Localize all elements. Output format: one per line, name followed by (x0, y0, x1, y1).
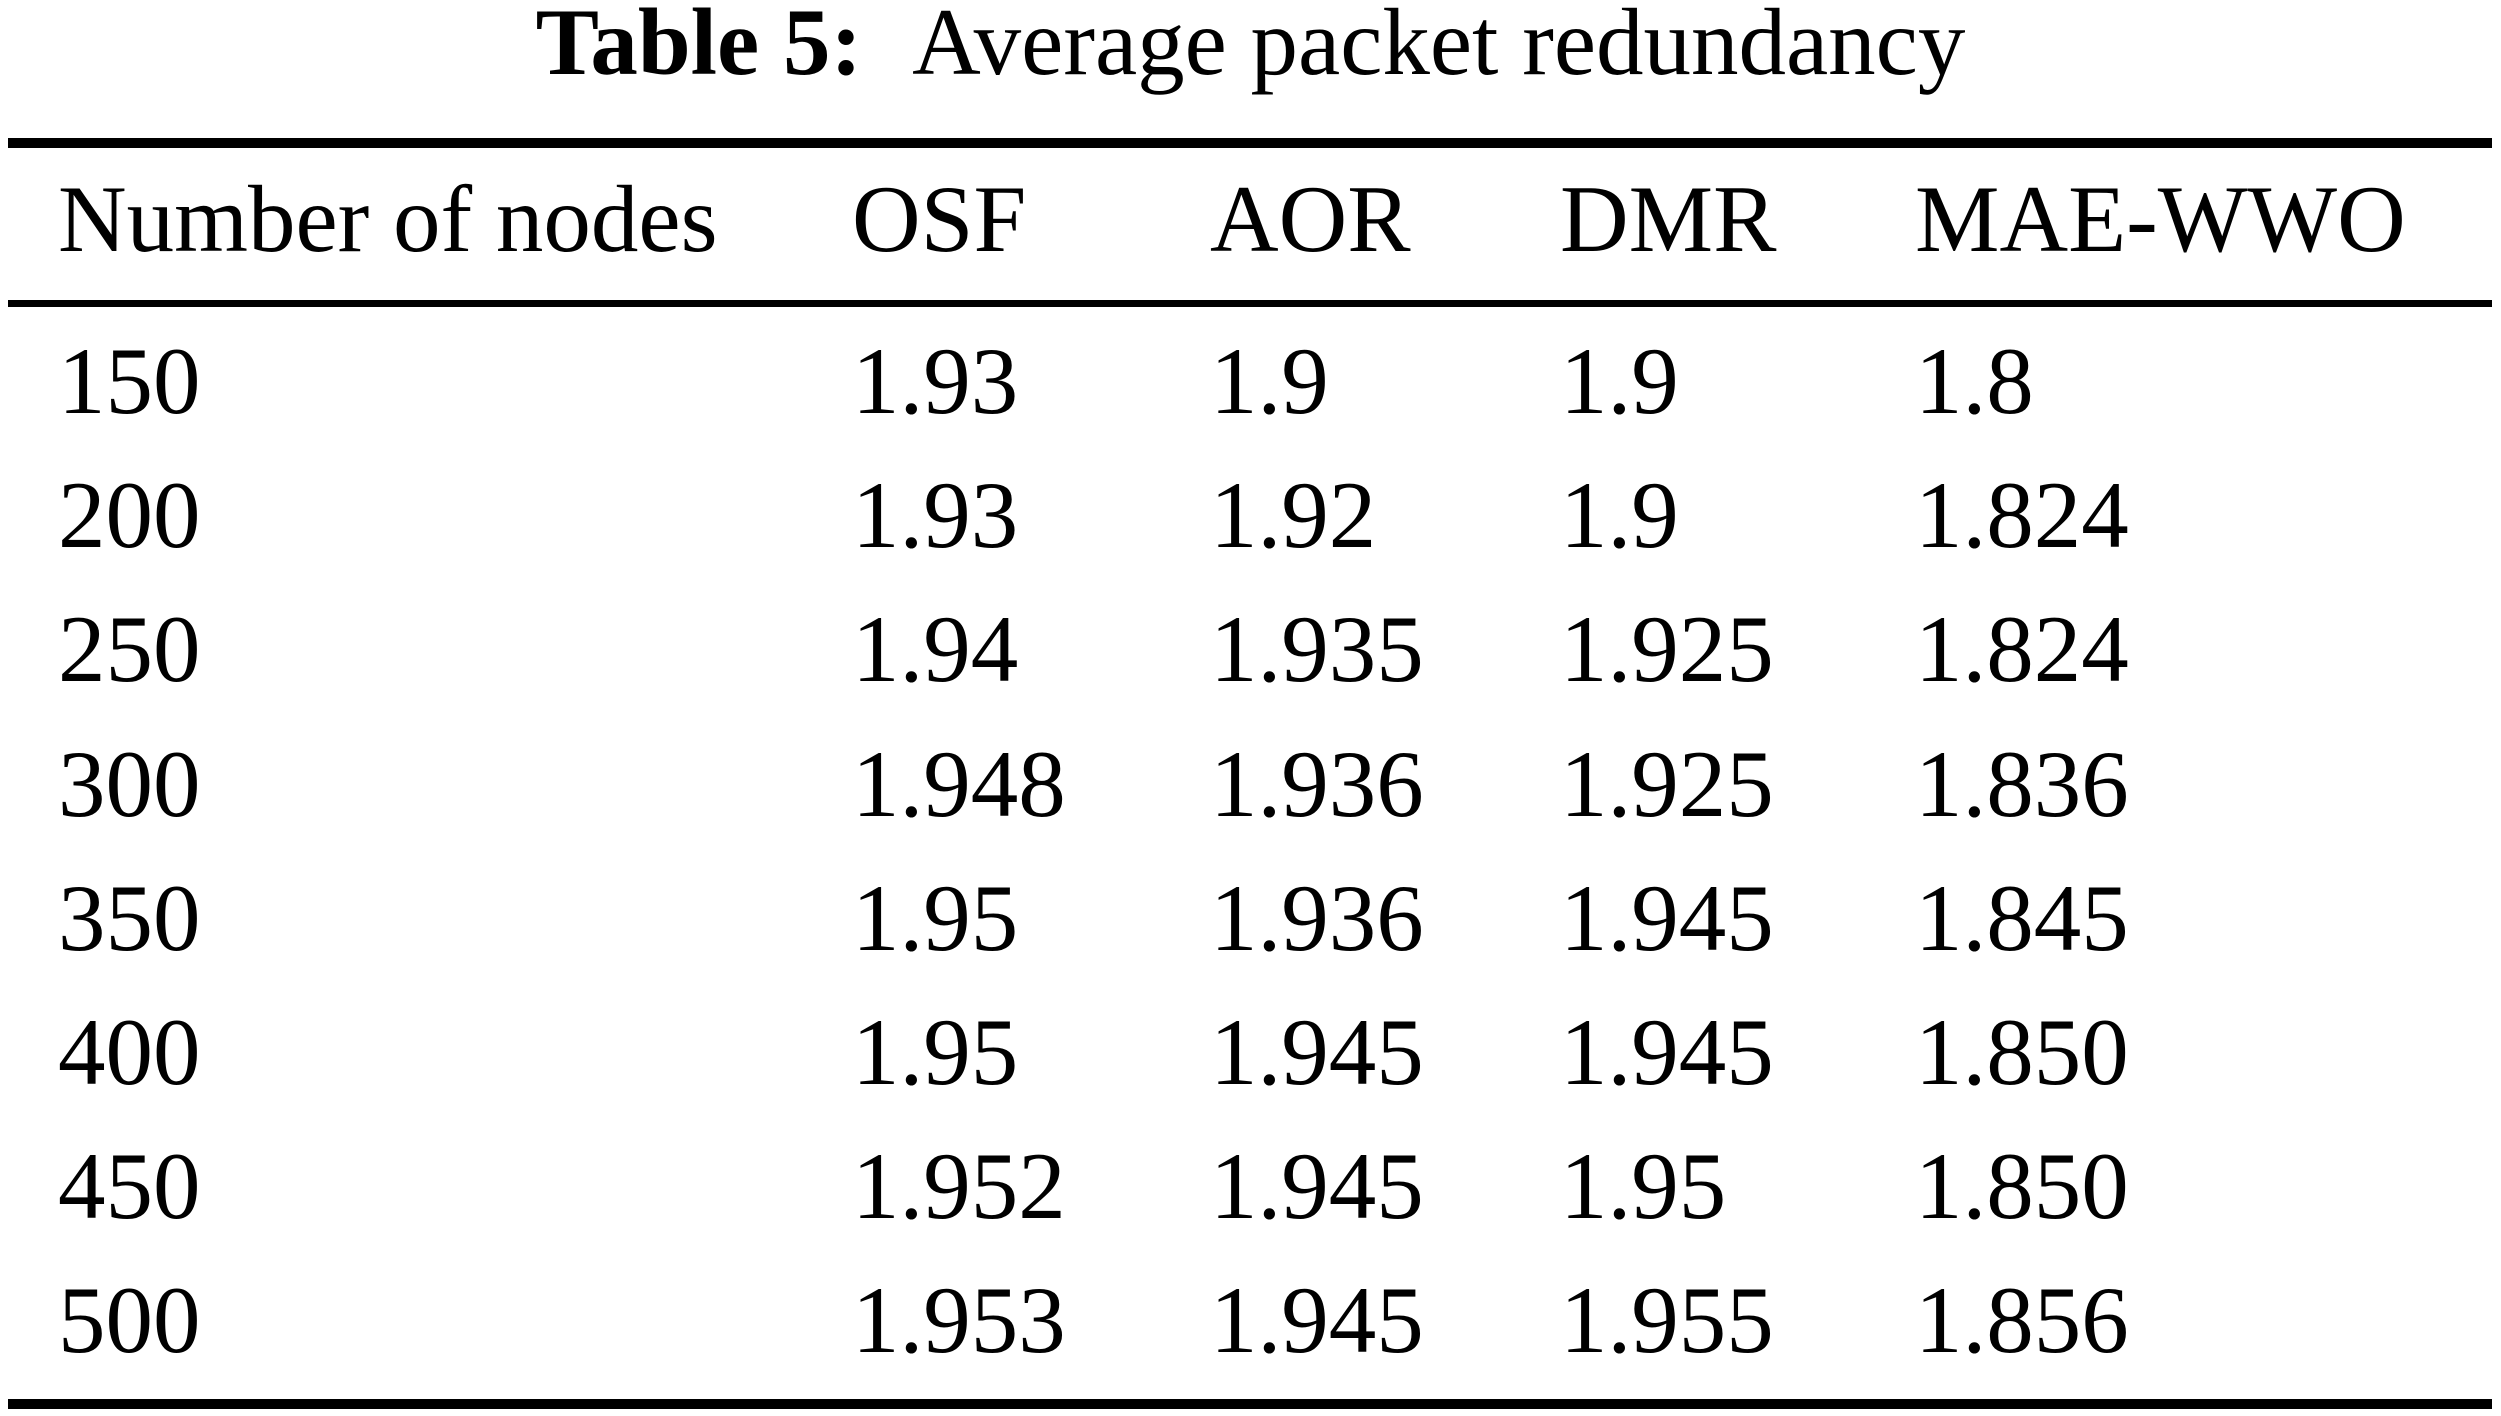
table-caption: Table 5: Average packet redundancy (0, 0, 2501, 90)
aor-value-cell: 1.945 (1210, 1267, 1424, 1374)
aor-value-cell: 1.92 (1210, 462, 1377, 569)
osf-value-cell: 1.953 (852, 1267, 1066, 1374)
column-header-mae-wwo: MAE-WWO (1915, 166, 2406, 272)
column-header-number-of-nodes: Number of nodes (58, 166, 718, 272)
mae-wwo-value-cell: 1.850 (1915, 998, 2129, 1105)
column-header-osf: OSF (852, 166, 1027, 272)
osf-value-cell: 1.952 (852, 1133, 1066, 1240)
dmr-value-cell: 1.9 (1560, 328, 1679, 434)
dmr-value-cell: 1.925 (1560, 730, 1774, 837)
table-row: 300 1.948 1.936 1.925 1.836 (0, 730, 2501, 871)
table-caption-number: Table 5: (535, 0, 863, 95)
dmr-value-cell: 1.9 (1560, 462, 1679, 569)
table-header-rule (8, 300, 2492, 307)
dmr-value-cell: 1.95 (1560, 1133, 1727, 1240)
aor-value-cell: 1.9 (1210, 328, 1329, 434)
dmr-value-cell: 1.945 (1560, 998, 1774, 1105)
mae-wwo-value-cell: 1.836 (1915, 730, 2129, 837)
osf-value-cell: 1.93 (852, 328, 1019, 434)
dmr-value-cell: 1.945 (1560, 864, 1774, 971)
osf-value-cell: 1.95 (852, 998, 1019, 1105)
table-top-rule (8, 138, 2492, 148)
column-header-dmr: DMR (1560, 166, 1777, 272)
dmr-value-cell: 1.925 (1560, 596, 1774, 703)
node-count-cell: 200 (58, 462, 201, 569)
table-row: 500 1.953 1.945 1.955 1.856 (0, 1273, 2501, 1407)
mae-wwo-value-cell: 1.824 (1915, 462, 2129, 569)
aor-value-cell: 1.936 (1210, 864, 1424, 971)
mae-wwo-value-cell: 1.8 (1915, 328, 2034, 434)
node-count-cell: 400 (58, 998, 201, 1105)
dmr-value-cell: 1.955 (1560, 1267, 1774, 1374)
node-count-cell: 500 (58, 1267, 201, 1374)
osf-value-cell: 1.95 (852, 864, 1019, 971)
table-row: 150 1.93 1.9 1.9 1.8 (0, 328, 2501, 468)
table-row: 450 1.952 1.945 1.95 1.850 (0, 1139, 2501, 1273)
table-row: 200 1.93 1.92 1.9 1.824 (0, 468, 2501, 602)
table-row: 400 1.95 1.945 1.945 1.850 (0, 998, 2501, 1139)
osf-value-cell: 1.94 (852, 596, 1019, 703)
column-header-aor: AOR (1210, 166, 1411, 272)
table-caption-text: Average packet redundancy (912, 0, 1966, 95)
table-header-row: Number of nodes OSF AOR DMR MAE-WWO (0, 172, 2501, 267)
aor-value-cell: 1.945 (1210, 1133, 1424, 1240)
node-count-cell: 150 (58, 328, 201, 434)
osf-value-cell: 1.948 (852, 730, 1066, 837)
node-count-cell: 250 (58, 596, 201, 703)
aor-value-cell: 1.935 (1210, 596, 1424, 703)
mae-wwo-value-cell: 1.850 (1915, 1133, 2129, 1240)
table-row: 350 1.95 1.936 1.945 1.845 (0, 864, 2501, 1005)
aor-value-cell: 1.936 (1210, 730, 1424, 837)
table-bottom-rule (8, 1399, 2492, 1409)
node-count-cell: 300 (58, 730, 201, 837)
node-count-cell: 450 (58, 1133, 201, 1240)
mae-wwo-value-cell: 1.845 (1915, 864, 2129, 971)
mae-wwo-value-cell: 1.856 (1915, 1267, 2129, 1374)
aor-value-cell: 1.945 (1210, 998, 1424, 1105)
node-count-cell: 350 (58, 864, 201, 971)
mae-wwo-value-cell: 1.824 (1915, 596, 2129, 703)
table-row: 250 1.94 1.935 1.925 1.824 (0, 602, 2501, 736)
table-body: 150 1.93 1.9 1.9 1.8 200 1.93 1.92 1.9 1… (0, 328, 2501, 1408)
osf-value-cell: 1.93 (852, 462, 1019, 569)
